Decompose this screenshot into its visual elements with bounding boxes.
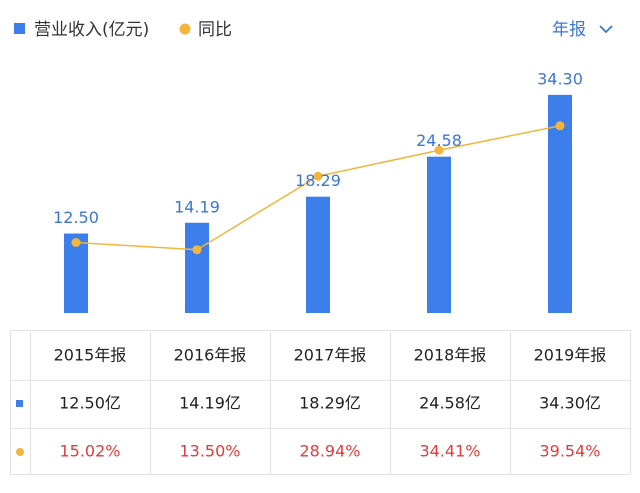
bar [427,156,451,313]
table-cell: 18.29亿 [299,394,361,413]
legend-swatch [14,23,25,34]
table: 2015年报 2016年报 2017年报 2018年报 2019年报 12.50亿 14.1… [10,330,631,475]
table-header: 2015年报 [54,346,127,365]
table-cell: 13.50% [179,442,240,461]
line-point [313,171,323,181]
legend-label: 营业收入(亿元) [34,20,149,40]
line-point [434,145,444,155]
data-label: 12.50 [53,208,99,227]
data-label: 24.58 [416,131,462,150]
line-point [192,245,202,255]
bar [185,222,209,313]
period-label[interactable]: 年报 [552,20,586,40]
legend-swatch [179,23,191,35]
table-cell: 14.19亿 [179,394,241,413]
table-cell: 28.94% [299,442,360,461]
table-cell: 34.41% [419,442,480,461]
data-label: 34.30 [537,69,583,88]
table-header: 2016年报 [174,346,247,365]
row-swatch [16,448,24,456]
line-point [71,238,81,248]
table-cell: 15.02% [59,442,120,461]
table-cell: 12.50亿 [59,394,121,413]
line-point [555,121,565,131]
table-cell: 34.30亿 [539,394,601,413]
table-header: 2017年报 [294,346,367,365]
bar [306,196,330,313]
table-header: 2018年报 [414,346,487,365]
bar [548,94,572,314]
table-header: 2019年报 [534,346,607,365]
data-label: 18.29 [295,171,341,190]
period-selector[interactable]: 年报 [552,20,613,40]
table-cell: 24.58亿 [419,394,481,413]
chevron[interactable] [599,25,613,34]
table-cell: 39.54% [539,442,600,461]
row-swatch [16,400,23,407]
data-label: 14.19 [174,197,220,216]
legend-label: 同比 [198,20,232,40]
table-border [10,330,631,475]
